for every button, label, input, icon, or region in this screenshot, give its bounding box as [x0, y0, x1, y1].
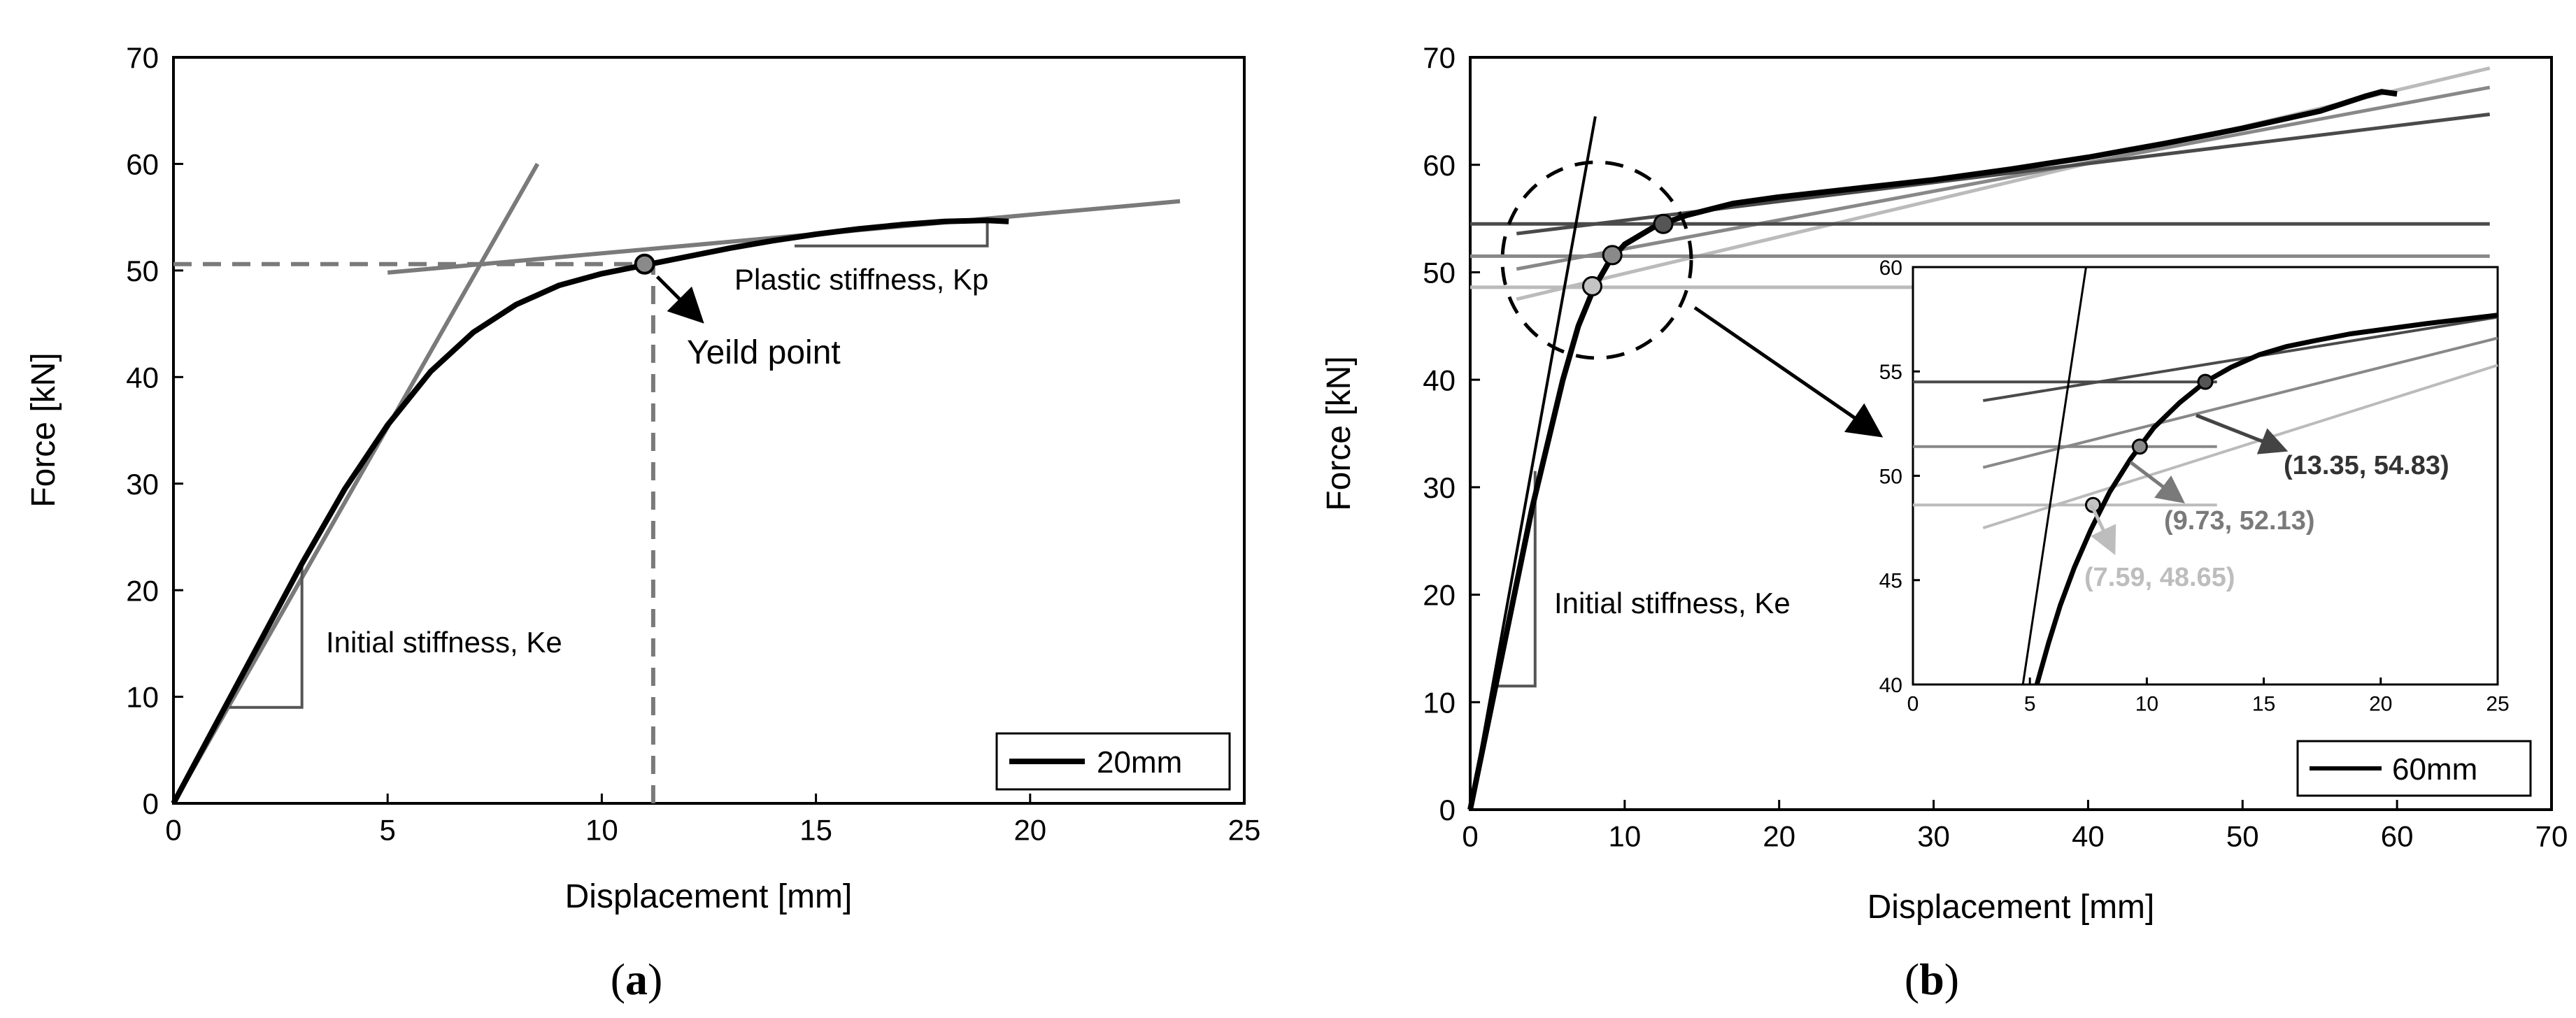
- y-tick-label: 50: [126, 254, 159, 287]
- y-tick-label: 45: [1879, 570, 1902, 593]
- initial-stiffness-triangle: [1496, 471, 1537, 688]
- y-tick-label: 70: [1423, 41, 1456, 74]
- inset-pointer-arrow-mid: [2129, 461, 2185, 504]
- x-tick-label: 40: [2072, 820, 2105, 853]
- panel-b-inset: 0 5 10 15 20 25 40 45 50 55 60 (13.35, 54.83) (9.…: [1879, 257, 2510, 716]
- y-tick-label: 55: [1879, 361, 1902, 384]
- x-tick-label: 0: [1907, 693, 1919, 716]
- x-tick-label: 5: [2024, 693, 2036, 716]
- yield-point-marker: [1602, 245, 1623, 266]
- series-20mm-curve: [171, 217, 1009, 805]
- x-tick-label: 20: [1763, 820, 1795, 853]
- y-tick-label: 50: [1423, 257, 1456, 289]
- yield-point-arrow: [655, 275, 704, 324]
- inset-y-ticks: 40 45 50 55 60: [1879, 257, 1920, 697]
- inset-plot-frame: [1912, 266, 2499, 686]
- x-tick-label: 10: [2135, 693, 2158, 716]
- panel-b-letter: b: [1919, 954, 1944, 1004]
- x-tick-label: 70: [2535, 820, 2568, 853]
- panel-a-chart: 0 5 10 15 20 25 0 10 20 30 40 50 60 70 Plastic stiff…: [25, 41, 1260, 1004]
- y-tick-label: 50: [1879, 465, 1902, 488]
- y-tick-label: 40: [1879, 674, 1902, 697]
- x-tick-label: 20: [2369, 693, 2392, 716]
- panel-a-label: (a): [611, 954, 663, 1004]
- y-tick-label: 40: [126, 361, 159, 394]
- yield-point-marker: [1653, 213, 1674, 234]
- y-tick-label: 30: [126, 468, 159, 501]
- inset-tangent-sloped-line: [1982, 364, 2498, 530]
- y-tick-label: 60: [126, 148, 159, 181]
- plastic-stiffness-triangle: [795, 217, 989, 248]
- inset-label-9-73: (9.73, 52.13): [2164, 506, 2314, 536]
- yield-point-marker: [1581, 275, 1602, 296]
- x-tick-label: 50: [2226, 820, 2259, 853]
- y-tick-label: 0: [1439, 794, 1456, 826]
- panel-b-zoom-circle: [1500, 160, 1693, 360]
- panel-a-marks: [171, 162, 1181, 805]
- panel-b-label: (b): [1905, 954, 1959, 1004]
- y-tick-label: 60: [1879, 257, 1902, 280]
- panel-a-letter: a: [625, 954, 648, 1004]
- panel-b-y-ticks: 0 10 20 30 40 50 60 70: [1423, 41, 1480, 826]
- inset-yield-point-marker: [2197, 373, 2214, 390]
- inset-x-ticks: 0 5 10 15 20 25: [1907, 678, 2510, 716]
- inset-yield-point-marker: [2131, 438, 2148, 455]
- x-tick-label: 0: [1462, 820, 1478, 853]
- x-tick-label: 5: [380, 814, 396, 847]
- y-tick-label: 20: [126, 574, 159, 607]
- panel-a-x-axis-label: Displacement [mm]: [565, 878, 853, 915]
- panel-a-x-ticks: 0 5 10 15 20 25: [165, 794, 1260, 847]
- panel-b-x-axis-label: Displacement [mm]: [1867, 889, 2155, 926]
- initial-stiffness-line: [1469, 116, 1597, 810]
- x-tick-label: 25: [1228, 814, 1261, 847]
- panel-b-legend: 60mm: [2296, 740, 2532, 797]
- inset-pointer-arrow-dark: [2196, 413, 2289, 454]
- yield-point-marker: [634, 253, 655, 275]
- panel-b-legend-label: 60mm: [2392, 752, 2477, 787]
- x-tick-label: 10: [1608, 820, 1641, 853]
- panel-a-y-ticks: 0 10 20 30 40 50 60 70: [126, 41, 183, 820]
- x-tick-label: 30: [1917, 820, 1950, 853]
- inset-label-13-35: (13.35, 54.83): [2284, 451, 2449, 480]
- panel-a-annotation-kp: Plastic stiffness, Kp: [734, 263, 988, 296]
- x-tick-label: 25: [2486, 693, 2509, 716]
- x-tick-label: 60: [2381, 820, 2414, 853]
- x-tick-label: 15: [799, 814, 832, 847]
- panel-a-plot-frame: [172, 56, 1246, 805]
- x-tick-label: 10: [585, 814, 618, 847]
- panel-b-y-axis-label: Force [kN]: [1321, 356, 1358, 510]
- panel-b-zoom-arrow: [1693, 306, 1884, 438]
- y-tick-label: 10: [126, 681, 159, 714]
- y-tick-label: 60: [1423, 149, 1456, 182]
- y-tick-label: 40: [1423, 364, 1456, 396]
- y-tick-label: 20: [1423, 579, 1456, 612]
- y-tick-label: 10: [1423, 686, 1456, 719]
- panel-b-x-ticks: 0 10 20 30 40 50 60 70: [1462, 800, 2568, 853]
- inset-label-7-59: (7.59, 48.65): [2084, 563, 2235, 592]
- panel-a-annotation-yield: Yeild point: [687, 334, 841, 371]
- inset-marks: [1913, 266, 2498, 685]
- inset-initial-stiffness-line: [2021, 266, 2087, 685]
- y-tick-label: 70: [126, 41, 159, 74]
- initial-stiffness-line: [171, 162, 540, 805]
- panel-a-y-axis-label: Force [kN]: [25, 352, 62, 507]
- inset-series-60mm-curve: [2034, 313, 2498, 685]
- inset-tangent-sloped-line: [1982, 336, 2498, 469]
- initial-stiffness-triangle: [229, 564, 304, 709]
- series-60mm-curve: [1467, 89, 2398, 810]
- panel-a-legend-label: 20mm: [1097, 745, 1182, 780]
- tangent-sloped-line: [1516, 85, 2491, 271]
- y-tick-label: 0: [143, 787, 159, 820]
- panel-a-legend: 20mm: [995, 732, 1231, 791]
- x-tick-label: 15: [2252, 693, 2275, 716]
- panel-b-annotation-ke: Initial stiffness, Ke: [1554, 587, 1791, 619]
- y-tick-label: 30: [1423, 471, 1456, 504]
- inset-pointer-arrow-light: [2089, 503, 2116, 556]
- x-tick-label: 20: [1013, 814, 1046, 847]
- x-tick-label: 0: [165, 814, 181, 847]
- panel-b-plot-frame: [1469, 56, 2553, 811]
- panel-a-annotation-ke: Initial stiffness, Ke: [326, 626, 562, 659]
